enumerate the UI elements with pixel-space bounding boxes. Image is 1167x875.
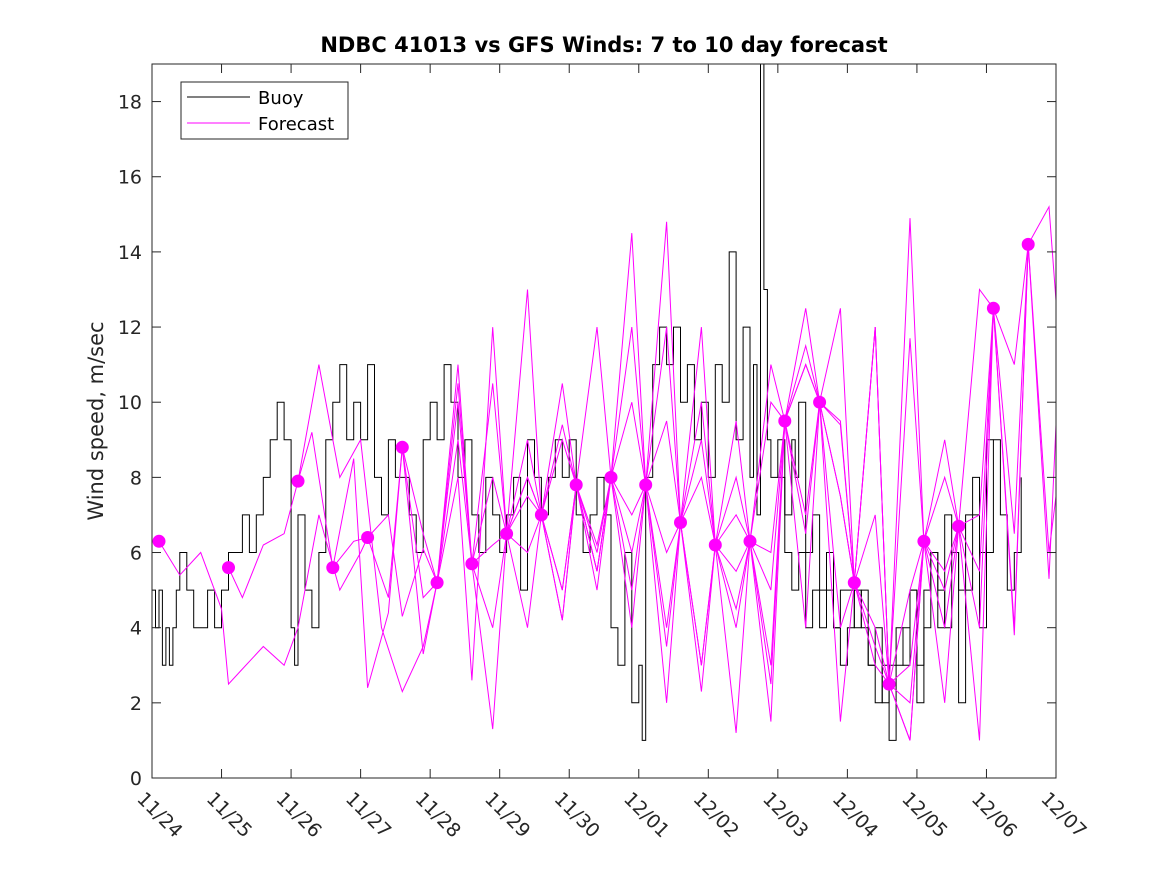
forecast-line-17 — [784, 244, 1029, 741]
x-tick-label: 11/29 — [480, 788, 534, 842]
forecast-point — [395, 440, 409, 454]
forecast-point — [986, 301, 1000, 315]
forecast-line-7 — [436, 221, 681, 583]
forecast-points — [152, 237, 1035, 691]
forecast-point — [534, 508, 548, 522]
forecast-series-group — [158, 205, 1056, 741]
x-tick-label: 12/01 — [619, 788, 673, 842]
forecast-point — [847, 576, 861, 590]
y-tick-label: 6 — [130, 543, 142, 565]
y-tick-label: 0 — [130, 768, 142, 790]
forecast-line-10 — [540, 327, 786, 591]
legend: Buoy Forecast — [180, 81, 349, 140]
y-tick-label: 18 — [118, 92, 142, 114]
forecast-line-4 — [332, 289, 577, 688]
forecast-point — [361, 531, 375, 544]
x-tick-label: 12/04 — [828, 788, 882, 842]
plot-frame — [151, 63, 1057, 779]
x-tick-label: 12/05 — [897, 788, 951, 842]
forecast-line-16 — [749, 308, 994, 741]
x-tick-label: 11/25 — [202, 788, 256, 842]
forecast-point — [639, 478, 653, 492]
forecast-point — [465, 557, 479, 571]
x-tick-label: 11/28 — [411, 788, 465, 842]
forecast-line-3 — [297, 383, 542, 628]
forecast-point — [708, 538, 722, 552]
x-tick-label: 12/07 — [1036, 788, 1090, 842]
forecast-line-1 — [158, 514, 369, 686]
forecast-point — [882, 677, 896, 691]
legend-box — [180, 81, 349, 140]
plot-background — [152, 64, 1056, 778]
legend-label-buoy: Buoy — [258, 88, 304, 109]
forecast-line-6 — [401, 364, 647, 628]
forecast-point — [152, 534, 166, 548]
chart-title: NDBC 41013 vs GFS Winds: 7 to 10 day for… — [320, 33, 887, 57]
y-tick-label: 8 — [130, 467, 142, 489]
forecast-point — [569, 478, 583, 492]
forecast-point — [500, 527, 514, 541]
legend-label-forecast: Forecast — [258, 114, 334, 135]
x-tick-label: 11/26 — [272, 788, 326, 842]
y-tick-label: 12 — [118, 317, 142, 339]
forecast-point — [1021, 237, 1035, 251]
x-tick-label: 11/27 — [341, 788, 395, 842]
forecast-point — [291, 474, 305, 488]
y-tick-label: 4 — [130, 618, 142, 640]
x-tick-label: 11/30 — [550, 788, 604, 842]
y-tick-label: 16 — [118, 167, 142, 189]
forecast-point — [674, 516, 687, 529]
forecast-point — [743, 534, 757, 548]
y-axis: 0 2 4 6 8 10 12 14 16 18 — [118, 92, 1056, 790]
y-axis-label: Wind speed, m/sec — [84, 321, 108, 520]
forecast-point — [222, 561, 235, 575]
forecast-point — [778, 414, 792, 428]
forecast-point — [952, 519, 966, 533]
forecast-line-11 — [575, 363, 821, 703]
x-tick-label: 12/06 — [967, 788, 1021, 842]
x-tick-label: 12/02 — [689, 788, 743, 842]
forecast-line-20 — [888, 244, 1056, 741]
forecast-point — [917, 534, 931, 548]
forecast-point — [430, 576, 444, 590]
y-tick-label: 10 — [118, 392, 142, 414]
y-tick-label: 2 — [130, 693, 142, 715]
y-tick-label: 14 — [118, 242, 142, 264]
buoy-line — [152, 64, 994, 741]
forecast-point — [813, 395, 827, 409]
forecast-line-12 — [610, 327, 855, 733]
forecast-line-13 — [645, 327, 890, 722]
forecast-line-18 — [819, 205, 1056, 686]
x-tick-label: 11/24 — [132, 788, 186, 842]
forecast-point — [604, 470, 618, 484]
forecast-line-15 — [714, 218, 960, 685]
x-tick-label: 12/03 — [758, 788, 812, 842]
forecast-line-2 — [228, 364, 438, 693]
forecast-point — [326, 561, 340, 575]
